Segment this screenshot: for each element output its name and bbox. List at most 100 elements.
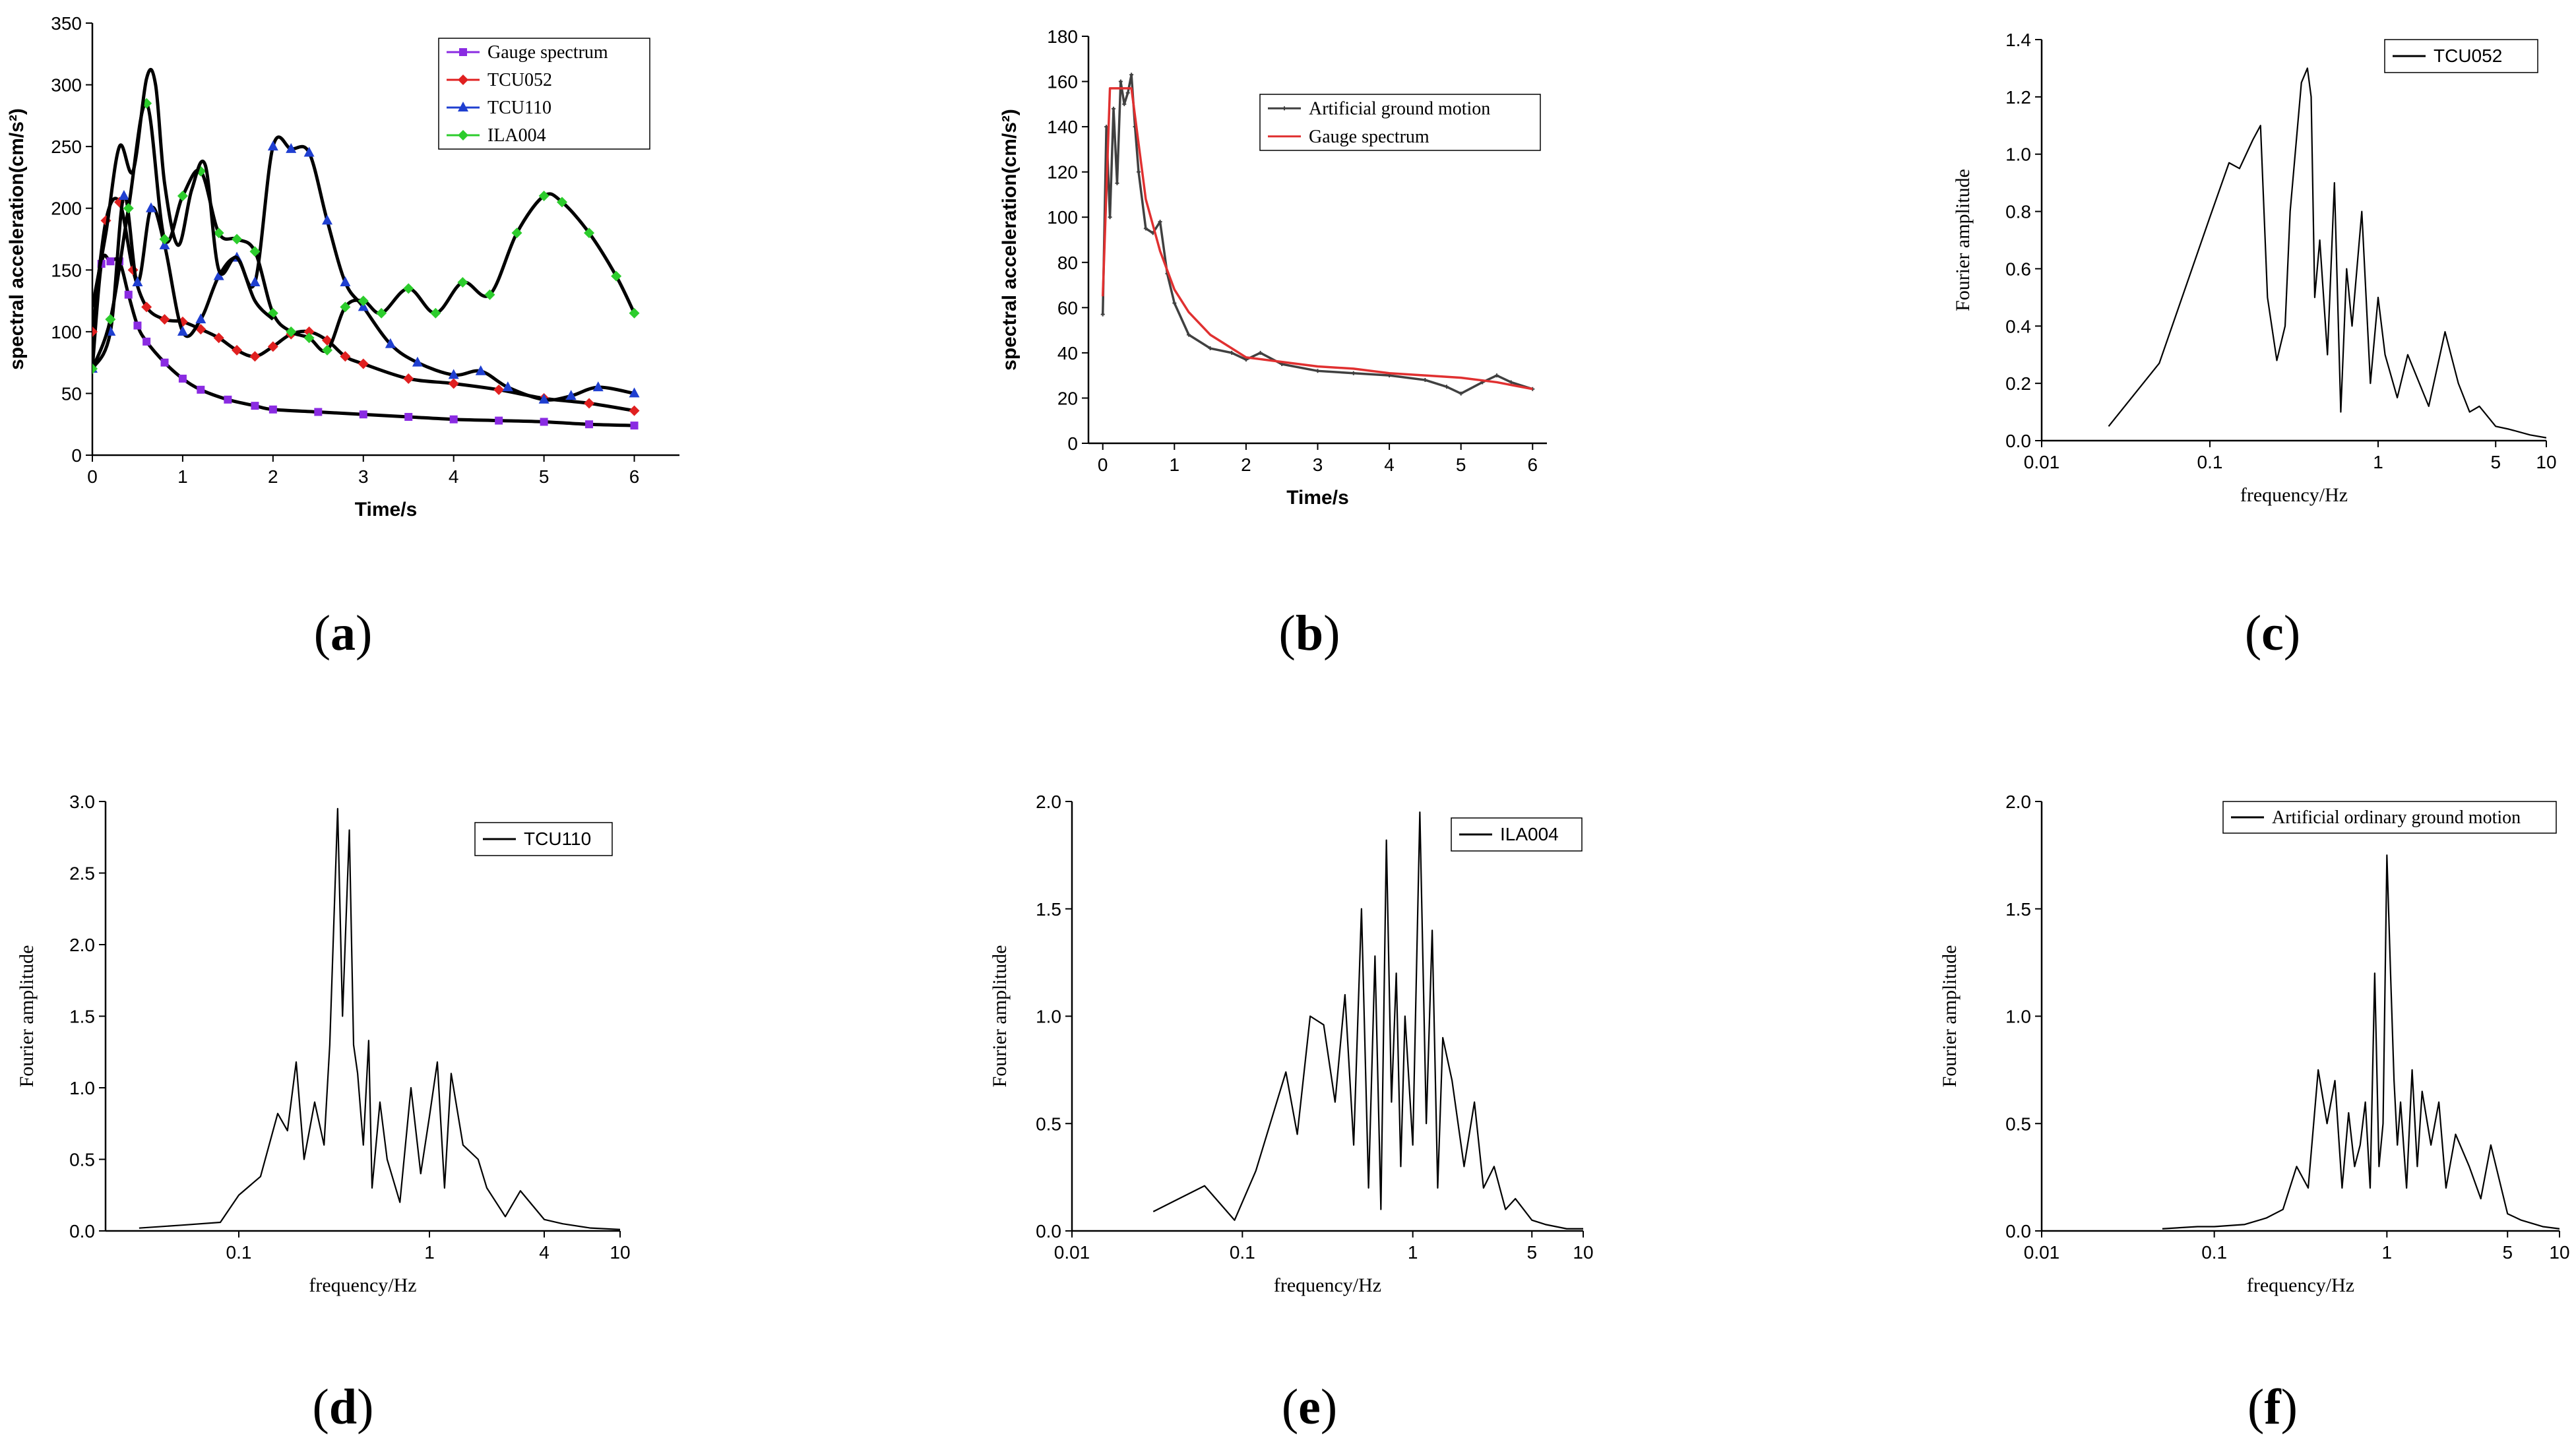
panel-label-b: (b) (1279, 606, 1340, 661)
y-tick-label: 1.0 (69, 1078, 95, 1098)
x-tick-label: 5 (2490, 452, 2501, 472)
data-marker (160, 358, 169, 367)
y-tick-label: 1.2 (2005, 87, 2031, 108)
x-tick-label: 0.1 (1230, 1242, 1255, 1263)
data-marker (502, 381, 513, 392)
data-marker (1172, 301, 1177, 305)
x-tick-label: 2 (268, 466, 278, 487)
legend-label: Artificial ordinary ground motion (2272, 807, 2521, 828)
data-marker (584, 228, 595, 239)
data-marker (286, 326, 297, 337)
x-tick-label: 1 (1408, 1242, 1418, 1263)
data-marker (484, 289, 495, 300)
x-tick-label: 0.01 (2024, 452, 2060, 472)
data-marker (458, 75, 468, 85)
data-marker (430, 307, 441, 319)
series-line (2108, 67, 2546, 439)
data-marker (630, 422, 639, 430)
x-axis-title: Time/s (355, 499, 418, 520)
data-marker (340, 301, 351, 313)
y-tick-label: 50 (61, 383, 82, 404)
x-tick-label: 0.01 (1054, 1242, 1090, 1263)
y-tick-label: 350 (51, 13, 82, 34)
data-marker (458, 102, 468, 111)
y-tick-label: 150 (51, 260, 82, 280)
data-marker (92, 363, 98, 374)
data-marker (268, 405, 277, 414)
data-marker (404, 412, 413, 421)
data-marker (585, 420, 594, 429)
data-marker (267, 141, 278, 151)
data-marker (1208, 346, 1212, 351)
x-tick-label: 0.1 (2201, 1242, 2227, 1263)
legend-label: Gauge spectrum (487, 42, 608, 63)
data-marker (1258, 350, 1263, 355)
data-marker (1122, 102, 1127, 106)
y-tick-label: 100 (1047, 207, 1078, 228)
y-tick-label: 1.5 (1036, 899, 1061, 920)
y-tick-label: 0.5 (1036, 1113, 1061, 1134)
panel-label-a: (a) (314, 606, 373, 661)
data-marker (557, 197, 567, 208)
data-marker (611, 270, 622, 282)
y-tick-label: 2.0 (2005, 792, 2031, 812)
y-tick-label: 0.0 (2005, 1221, 2031, 1241)
legend-box (438, 38, 650, 150)
series-line (1101, 73, 1533, 395)
series-line (139, 807, 620, 1230)
data-marker (249, 351, 261, 362)
data-marker (1187, 332, 1191, 337)
panel-label-d: (d) (313, 1379, 374, 1435)
y-tick-label: 1.5 (69, 1007, 95, 1027)
y-tick-label: 250 (51, 137, 82, 157)
data-marker (493, 384, 505, 395)
series-line (2162, 854, 2560, 1230)
x-axis-title: frequency/Hz (309, 1274, 416, 1296)
data-marker (358, 296, 369, 307)
y-tick-label: 100 (51, 322, 82, 342)
data-marker (159, 314, 170, 325)
data-marker (1125, 90, 1130, 95)
data-marker (629, 405, 640, 416)
data-marker (1494, 373, 1499, 378)
x-axis-title: frequency/Hz (1274, 1274, 1381, 1296)
series-line (1101, 87, 1533, 391)
data-marker (213, 332, 224, 344)
x-tick-label: 4 (1384, 455, 1395, 475)
legend-label: ILA004 (487, 125, 546, 146)
data-marker (340, 276, 351, 286)
x-tick-label: 5 (539, 466, 550, 487)
data-marker (314, 408, 323, 416)
data-marker (448, 378, 459, 389)
data-marker (385, 338, 396, 348)
data-marker (159, 234, 170, 245)
x-tick-label: 2 (1241, 455, 1251, 475)
data-marker (1115, 181, 1119, 185)
y-tick-label: 80 (1057, 253, 1078, 273)
data-marker (118, 190, 129, 200)
x-tick-label: 5 (2502, 1242, 2513, 1263)
legend-label: Artificial ground motion (1309, 98, 1490, 119)
legend-box (2222, 801, 2557, 834)
data-marker (538, 393, 550, 404)
y-axis-title: Fourier amplitude (1939, 945, 1961, 1088)
data-marker (458, 130, 468, 141)
data-marker (232, 234, 243, 245)
data-marker (1112, 106, 1116, 111)
data-marker (249, 276, 261, 286)
y-tick-label: 2.0 (1036, 792, 1061, 812)
legend-label: ILA004 (1500, 824, 1559, 844)
chart-panel-a: 0 1 2 3 4 5 6 0 50 100 150 200 250 300 350 Time/s spectr… (6, 13, 679, 520)
panel-label-e: (e) (1282, 1379, 1337, 1435)
data-marker (1444, 385, 1449, 389)
x-tick-label: 10 (610, 1242, 630, 1263)
x-tick-label: 6 (629, 466, 640, 487)
data-marker (132, 276, 143, 286)
data-marker (449, 415, 458, 423)
data-marker (267, 341, 278, 352)
data-marker (177, 191, 188, 201)
data-marker (403, 373, 414, 384)
data-marker (141, 301, 152, 313)
data-marker (540, 418, 548, 426)
